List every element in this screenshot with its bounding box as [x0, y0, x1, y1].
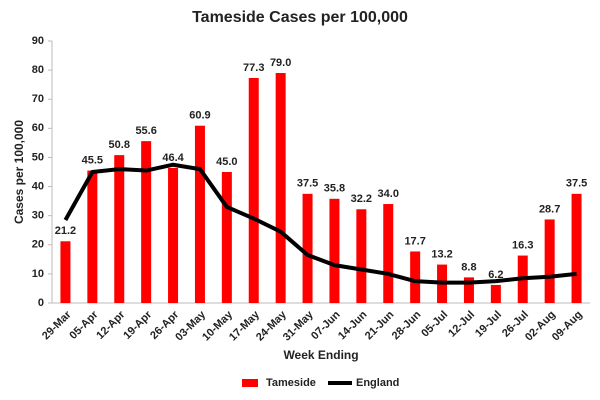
data-label: 8.8: [461, 261, 476, 273]
bar: [329, 198, 340, 303]
bar: [275, 73, 286, 304]
y-tick-label: 90: [32, 35, 44, 47]
x-tick-label: 19-Jul: [473, 309, 504, 340]
x-tick-label: 12-Jul: [446, 309, 477, 340]
bar: [302, 193, 313, 303]
y-tick-label: 0: [38, 297, 44, 309]
data-label: 37.5: [297, 178, 318, 190]
bar: [141, 141, 152, 303]
bar: [463, 277, 474, 303]
x-tick-label: 19-Apr: [121, 308, 155, 342]
legend-label: England: [356, 377, 399, 389]
data-label: 6.2: [488, 269, 503, 281]
bar: [194, 125, 205, 303]
legend-swatch: [242, 379, 258, 387]
x-tick-label: 31-May: [281, 308, 316, 343]
bar: [168, 167, 179, 303]
y-tick-label: 30: [32, 210, 44, 222]
y-tick-label: 10: [32, 268, 44, 280]
y-tick-label: 40: [32, 180, 44, 192]
line: [63, 162, 577, 285]
bar: [544, 219, 555, 303]
x-tick-label: 28-Jun: [390, 309, 424, 343]
y-tick-label: 80: [32, 64, 44, 76]
data-label: 77.3: [243, 62, 264, 74]
bar: [571, 193, 582, 303]
x-tick-label: 12-Apr: [94, 308, 128, 342]
y-tick-label: 20: [32, 239, 44, 251]
data-label: 45.5: [82, 154, 103, 166]
data-label: 34.0: [378, 188, 399, 200]
data-label: 28.7: [539, 203, 560, 215]
data-label: 60.9: [189, 110, 210, 122]
y-tick-label: 70: [32, 93, 44, 105]
x-tick-label: 14-Jun: [336, 309, 370, 343]
chart-title: Tameside Cases per 100,000: [192, 9, 408, 26]
data-label: 21.2: [55, 225, 76, 237]
y-tick-label: 60: [32, 122, 44, 134]
bar: [248, 77, 259, 304]
x-tick-label: 05-Apr: [67, 308, 101, 342]
data-label: 16.3: [512, 239, 533, 251]
data-label: 55.6: [135, 125, 156, 137]
data-label: 45.0: [216, 156, 237, 168]
legend-label: Tameside: [266, 377, 316, 389]
y-axis-title: Cases per 100,000: [12, 120, 26, 224]
x-tick-label: 05-Jul: [419, 309, 450, 340]
x-tick-label: 21-Jun: [363, 309, 397, 343]
data-label: 32.2: [351, 193, 372, 205]
bar: [87, 170, 98, 303]
data-label: 37.5: [566, 178, 587, 190]
bar: [410, 251, 421, 303]
data-label: 13.2: [431, 248, 452, 260]
bar: [60, 241, 71, 303]
bar: [221, 172, 232, 303]
data-label: 35.8: [324, 183, 345, 195]
bar: [383, 204, 394, 303]
x-axis-title: Week Ending: [283, 348, 358, 362]
data-label: 79.0: [270, 57, 291, 69]
y-tick-label: 50: [32, 151, 44, 163]
x-tick-label: 29-Mar: [40, 308, 74, 342]
data-label: 50.8: [109, 139, 130, 151]
bar: [356, 209, 367, 303]
data-label: 17.7: [404, 235, 425, 247]
data-label: 46.4: [162, 152, 184, 164]
bar: [114, 155, 125, 303]
bar: [490, 284, 501, 303]
x-tick-label: 07-Jun: [309, 309, 343, 343]
x-tick-label: 09-Aug: [550, 309, 585, 344]
